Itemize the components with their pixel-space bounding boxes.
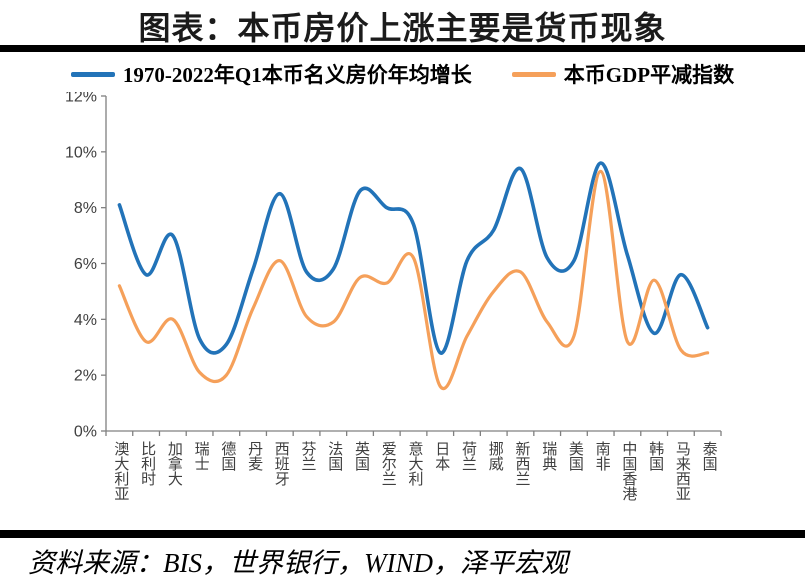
x-axis-label: 挪威 (486, 441, 503, 471)
house-price-line (117, 161, 710, 355)
line-chart: 0% 2% 4% 6% 8% 10% 12% (65, 92, 722, 441)
x-axis-label: 芬兰 (299, 441, 316, 471)
x-axis-label: 瑞典 (540, 441, 557, 471)
legend-item-gdp-deflator: 本币GDP平减指数 (511, 59, 735, 89)
x-axis-label: 日本 (433, 441, 450, 471)
y-axis-label: 8% (74, 200, 97, 217)
legend-label-house-price: 1970-2022年Q1本币名义房价年均增长 (122, 63, 472, 87)
x-axis-label: 英国 (353, 441, 370, 471)
legend-item-house-price: 1970-2022年Q1本币名义房价年均增长 (70, 59, 472, 89)
x-axis-label: 南非 (593, 441, 610, 471)
bottom-divider (0, 530, 805, 538)
x-axis-label: 新西兰 (513, 441, 530, 486)
gdp-deflator-line (117, 169, 710, 391)
top-divider (0, 45, 805, 52)
house-price-line-swatch-icon (70, 71, 115, 77)
y-axis-label: 6% (74, 256, 97, 273)
x-axis-label: 比利时 (139, 441, 156, 486)
x-axis-label: 德国 (219, 441, 236, 471)
x-axis-label: 澳大利亚 (112, 441, 129, 501)
page-title: 图表：本币房价上涨主要是货币现象 (138, 10, 667, 46)
x-axis-label: 美国 (566, 441, 583, 471)
source-text: 资料来源：BIS，世界银行，WIND，泽平宏观 (28, 548, 568, 578)
x-axis-label: 爱尔兰 (379, 441, 396, 486)
legend-label-gdp-deflator: 本币GDP平减指数 (563, 63, 735, 87)
y-axis-label: 2% (74, 368, 97, 385)
x-axis-label: 意大利 (406, 441, 423, 486)
x-axis-label: 韩国 (647, 441, 664, 471)
x-axis-label: 加拿大 (165, 441, 182, 486)
x-axis-label: 丹麦 (246, 441, 263, 471)
y-axis-label: 4% (74, 312, 97, 329)
chart-legend: 1970-2022年Q1本币名义房价年均增长 本币GDP平减指数 (0, 59, 805, 89)
x-axis-label: 马来西亚 (673, 441, 690, 501)
y-axis-label: 12% (65, 92, 97, 106)
gdp-deflator-line-swatch-icon (511, 71, 556, 77)
x-axis-label: 荷兰 (459, 441, 476, 471)
x-axis-label: 法国 (326, 441, 343, 471)
y-axis-label: 10% (65, 144, 97, 161)
x-axis-label: 泰国 (700, 441, 717, 471)
x-axis-label: 西班牙 (272, 441, 289, 486)
y-axis-label: 0% (74, 424, 97, 441)
x-axis-label: 中国香港 (620, 441, 637, 501)
x-axis-label: 瑞士 (192, 441, 209, 471)
